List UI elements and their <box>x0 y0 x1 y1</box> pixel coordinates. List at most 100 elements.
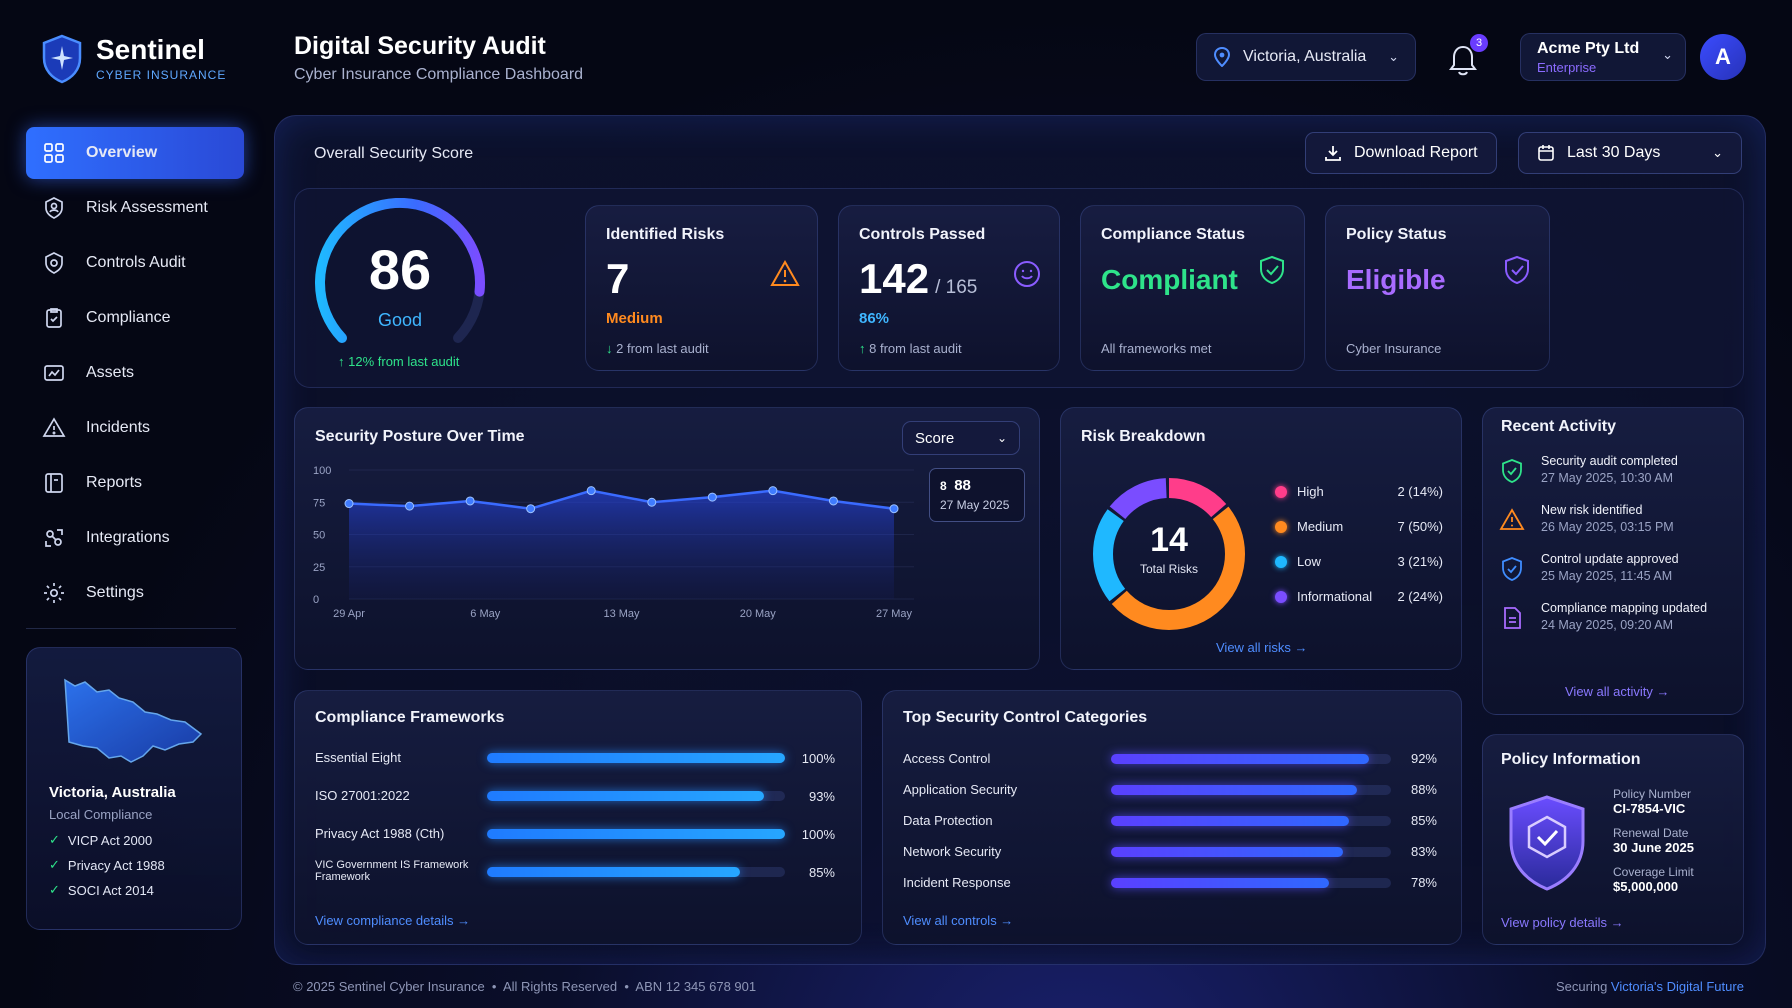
shield-logo-icon <box>42 34 82 84</box>
progress-fill <box>487 829 785 839</box>
identified-risks-card[interactable]: Identified Risks 7 Medium ↓ 2 from last … <box>585 205 818 371</box>
notification-count-badge: 3 <box>1470 34 1488 52</box>
sidebar-item-label: Integrations <box>86 529 170 546</box>
legend-dot <box>1275 520 1287 533</box>
control-name: Data Protection <box>903 813 993 828</box>
progress-fill <box>1111 846 1344 857</box>
shield-check-icon <box>45 252 63 274</box>
activity-item[interactable]: New risk identified 26 May 2025, 03:15 PM <box>1499 503 1739 534</box>
metric-dropdown[interactable]: Score ⌄ <box>902 421 1020 455</box>
activity-title: Recent Activity <box>1501 418 1616 435</box>
posture-chart: 100 75 50 25 0 29 Apr 6 May 13 May 20 May 27 May <box>313 465 914 620</box>
report-icon <box>45 473 63 493</box>
risk-legend: High 2 (14%) Medium 7 (50%) Low 3 (21%) Inf… <box>1275 484 1443 624</box>
legend-label: Medium <box>1297 519 1344 534</box>
page-subtitle: Cyber Insurance Compliance Dashboard <box>294 66 584 83</box>
data-point[interactable] <box>828 496 838 506</box>
organization-selector[interactable]: Acme Pty Ltd Enterprise ⌄ <box>1520 33 1686 81</box>
shield-check-icon <box>1260 255 1284 285</box>
controls-values: 142 / 165 <box>859 244 1039 300</box>
compliance-status-card[interactable]: Compliance Status Compliant All framewor… <box>1080 205 1305 371</box>
controls-passed-card[interactable]: Controls Passed 142 / 165 86% ↑ 8 from l… <box>838 205 1060 371</box>
date-range-selector[interactable]: Last 30 Days ⌄ <box>1518 132 1742 174</box>
data-point[interactable] <box>707 492 717 502</box>
control-value: 83% <box>1410 844 1437 859</box>
donut-slice[interactable] <box>1093 478 1245 630</box>
framework-value: 85% <box>808 864 835 880</box>
overall-score-label: Overall Security Score <box>314 145 474 162</box>
x-tick-label: 13 May <box>603 608 640 620</box>
controls-change: ↑ 8 from last audit <box>859 341 962 356</box>
metric-dropdown-label: Score <box>915 429 955 447</box>
sidebar-item-overview[interactable]: Overview <box>26 127 244 179</box>
brand[interactable]: Sentinel CYBER INSURANCE <box>40 34 226 84</box>
location-selector[interactable]: Victoria, Australia ⌄ <box>1196 33 1416 81</box>
data-point[interactable] <box>465 496 475 506</box>
data-point[interactable] <box>344 499 354 509</box>
legend-value: 2 (24%) <box>1397 589 1443 604</box>
org-name: Acme Pty Ltd <box>1537 40 1640 57</box>
data-point[interactable] <box>889 504 899 514</box>
data-point[interactable] <box>405 501 415 511</box>
sidebar-item-incidents[interactable]: Incidents <box>26 402 244 454</box>
sidebar-item-assets[interactable]: Assets <box>26 347 244 399</box>
data-point[interactable] <box>768 486 778 496</box>
sidebar-item-settings[interactable]: Settings <box>26 567 244 619</box>
region-subtitle: Local Compliance <box>49 807 153 822</box>
recent-activity-card: Recent Activity Security audit completed… <box>1482 407 1744 715</box>
x-tick-label: 27 May <box>876 608 913 620</box>
document-icon <box>1504 607 1521 629</box>
progress-track <box>1111 784 1391 795</box>
progress-track <box>487 753 785 763</box>
sidebar-item-controls-audit[interactable]: Controls Audit <box>26 237 244 289</box>
notifications-button[interactable]: 3 <box>1448 34 1488 78</box>
progress-fill <box>1111 815 1349 826</box>
data-point[interactable] <box>586 486 596 496</box>
activity-list: Security audit completed 27 May 2025, 10:… <box>1499 454 1739 650</box>
controls-change-text: 8 from last audit <box>869 341 962 356</box>
sidebar-item-risk-assessment[interactable]: Risk Assessment <box>26 182 244 234</box>
activity-item[interactable]: Compliance mapping updated 24 May 2025, 0… <box>1499 601 1739 632</box>
region-card[interactable]: Victoria, Australia Local Compliance ✓ VI… <box>26 647 242 930</box>
sidebar-item-compliance[interactable]: Compliance <box>26 292 244 344</box>
donut-slice[interactable] <box>1093 478 1245 630</box>
view-all-activity-link[interactable]: View all activity → <box>1565 684 1670 699</box>
chevron-down-icon: ⌄ <box>1388 49 1399 64</box>
legend-item-informational: Informational 2 (24%) <box>1275 589 1443 604</box>
policy-information-card: Policy Information Policy Number CI-7854… <box>1482 734 1744 945</box>
view-compliance-details-link[interactable]: View compliance details → <box>315 913 471 928</box>
sidebar-item-reports[interactable]: Reports <box>26 457 244 509</box>
card-label: Compliance Status <box>1101 226 1246 243</box>
y-tick-label: 50 <box>313 530 325 542</box>
calendar-icon <box>1538 145 1554 161</box>
score-change: ↑ 12% from last audit <box>338 354 460 369</box>
framework-row: Essential Eight 100% <box>315 739 835 777</box>
progress-track <box>487 867 785 877</box>
view-policy-details-link[interactable]: View policy details → <box>1501 915 1624 930</box>
control-value: 88% <box>1410 782 1437 797</box>
legend-item-low: Low 3 (21%) <box>1275 554 1443 569</box>
download-report-button[interactable]: Download Report <box>1305 132 1497 174</box>
activity-item[interactable]: Control update approved 25 May 2025, 11:4… <box>1499 552 1739 583</box>
sidebar-item-integrations[interactable]: Integrations <box>26 512 244 564</box>
view-all-risks-link[interactable]: View all risks → <box>1216 640 1308 655</box>
x-tick-label: 29 Apr <box>333 608 365 620</box>
data-point[interactable] <box>526 504 536 514</box>
legend-dot <box>1275 555 1287 568</box>
renewal-date-label: Renewal Date <box>1613 826 1689 840</box>
y-tick-label: 100 <box>313 465 331 477</box>
framework-value: 93% <box>808 788 835 804</box>
activity-item[interactable]: Security audit completed 27 May 2025, 10:… <box>1499 454 1739 485</box>
avatar[interactable]: A <box>1700 34 1746 80</box>
policy-status-card[interactable]: Policy Status Eligible Cyber Insurance <box>1325 205 1550 371</box>
alert-icon <box>42 417 66 437</box>
compliance-frameworks-card: Compliance Frameworks Essential Eight 100… <box>294 690 862 945</box>
activity-time: 24 May 2025, 09:20 AM <box>1541 618 1674 632</box>
data-point[interactable] <box>647 497 657 507</box>
view-all-controls-link[interactable]: View all controls → <box>903 913 1014 928</box>
progress-track <box>487 829 785 839</box>
donut-slice[interactable] <box>1093 478 1245 630</box>
framework-name: Privacy Act 1988 (Cth) <box>315 826 445 842</box>
control-value: 92% <box>1410 751 1437 766</box>
framework-name: Essential Eight <box>315 750 401 766</box>
